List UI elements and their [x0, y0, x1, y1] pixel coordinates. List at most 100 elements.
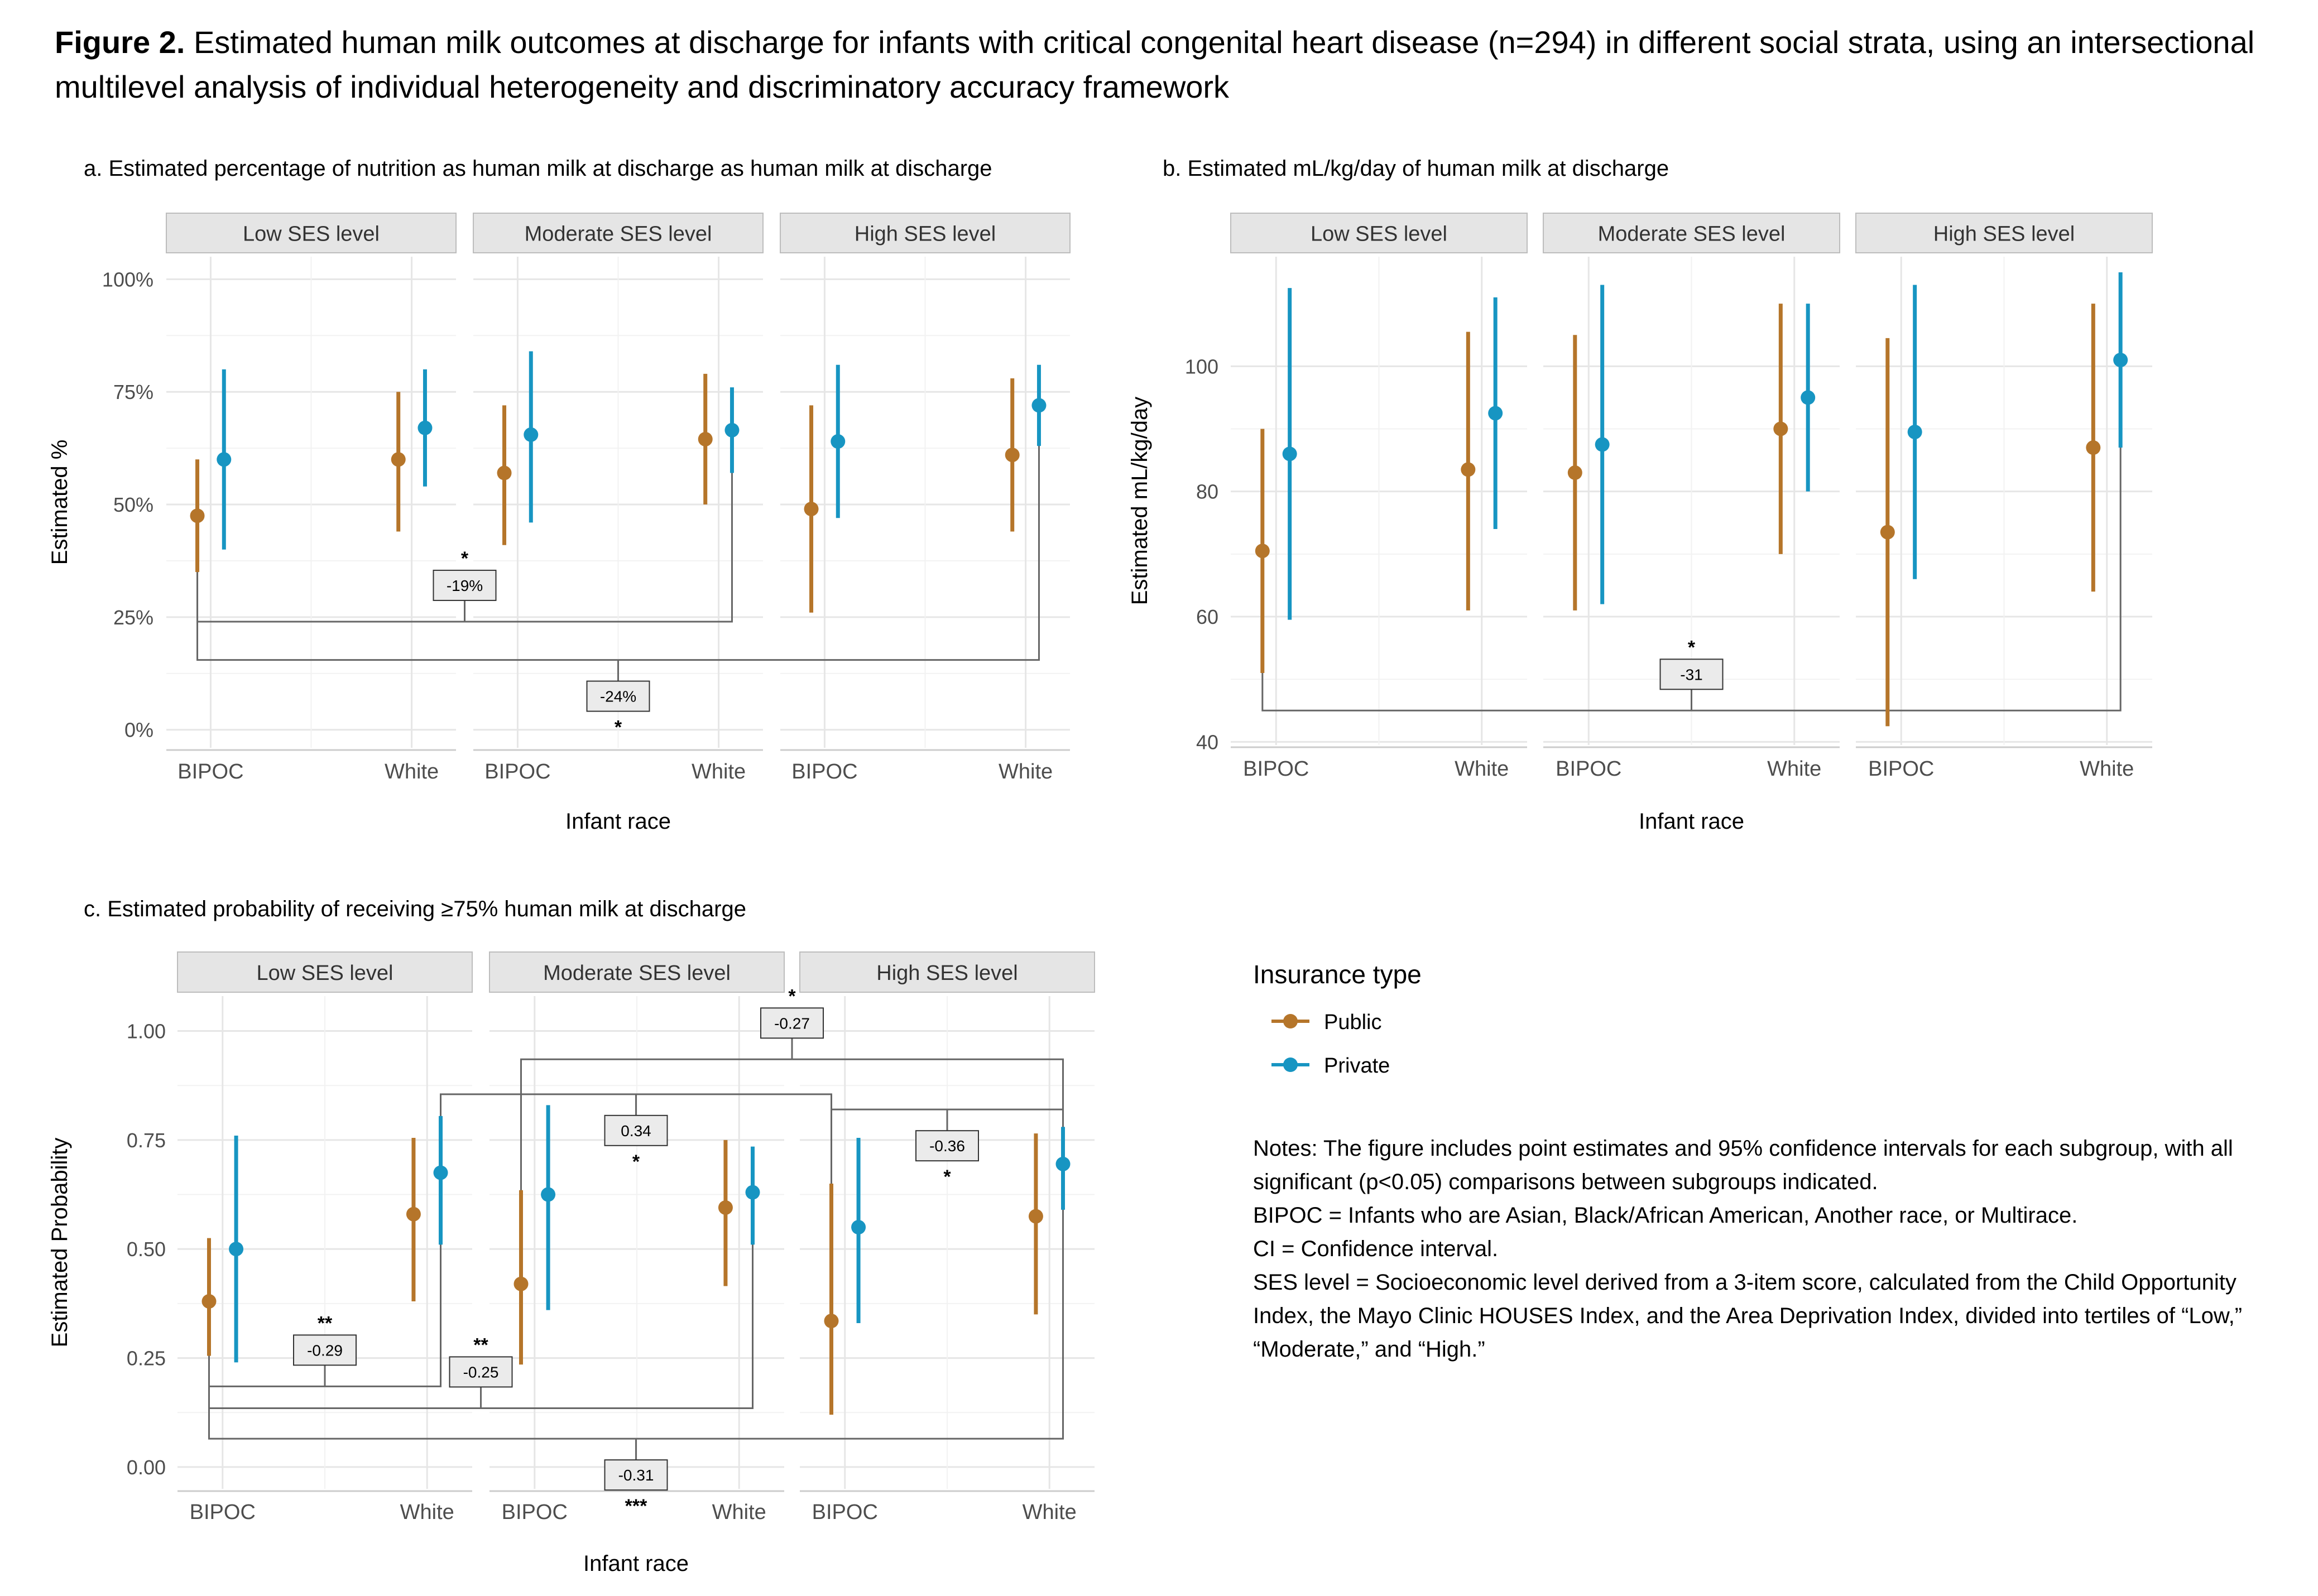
comparison-label-box — [586, 680, 650, 712]
y-tick-label: 80 — [1196, 480, 1218, 503]
point-estimate — [831, 434, 846, 449]
point-range-public — [513, 1190, 529, 1365]
legend-key-point — [1283, 1014, 1298, 1028]
point-ranges — [190, 351, 1047, 613]
facet-strip — [166, 213, 457, 253]
point-estimate — [804, 502, 819, 517]
comparison-label-box — [433, 569, 497, 601]
legend-item-private: Private — [1271, 1054, 1390, 1078]
y-tick-label: 50% — [113, 493, 153, 516]
point-range-private — [524, 351, 539, 523]
point-range-private — [851, 1137, 866, 1324]
x-tick-label: BIPOC — [1868, 757, 1934, 781]
legend-title: Insurance type — [1253, 960, 1422, 989]
point-estimate — [513, 1276, 529, 1291]
point-estimate — [724, 422, 740, 438]
y-axis-title: Estimated mL/kg/day — [1127, 397, 1152, 605]
point-range-public — [698, 373, 713, 505]
facet-strip — [489, 951, 785, 993]
point-estimate — [217, 452, 232, 467]
comparison-significance: ** — [318, 1313, 333, 1334]
point-range-private — [541, 1105, 556, 1310]
figure-title: Figure 2. Estimated human milk outcomes … — [55, 20, 2265, 109]
point-estimate — [497, 465, 512, 480]
figure-label: Figure 2. — [55, 25, 185, 60]
panel-b: b. Estimated mL/kg/day of human milk at … — [1127, 156, 2153, 834]
x-tick-label: BIPOC — [812, 1501, 878, 1524]
facet-strip — [1543, 213, 1840, 253]
comparison-significance: * — [943, 1166, 951, 1188]
point-estimate — [698, 431, 713, 446]
facet-3: High SES level BIPOC White — [780, 213, 1071, 783]
note-line: Notes: The figure includes point estimat… — [1253, 1136, 2233, 1194]
comparison-bracket: -0.27 * — [520, 986, 1064, 1193]
point-estimate — [1028, 1209, 1043, 1224]
y-tick-label: 0.25 — [127, 1347, 166, 1370]
point-estimate — [1567, 465, 1582, 480]
facet-3: High SES level BIPOC White — [1855, 213, 2153, 781]
point-range-private — [1031, 364, 1047, 446]
note-line: CI = Confidence interval. — [1253, 1237, 1499, 1261]
comparison-significance: * — [1688, 637, 1696, 658]
point-estimate — [1282, 446, 1297, 462]
panel-title: a. Estimated percentage of nutrition as … — [84, 156, 992, 181]
comparison-significance: * — [461, 548, 469, 569]
comparison-label-box — [293, 1334, 357, 1366]
x-tick-label: BIPOC — [484, 760, 550, 783]
facet-strip-label: Low SES level — [256, 962, 393, 985]
point-range-private — [1488, 297, 1503, 529]
point-range-private — [831, 364, 846, 518]
panel-a: a. Estimated percentage of nutrition as … — [47, 156, 1071, 834]
facet-strip-label: High SES level — [1933, 223, 2075, 246]
comparisons: -31 * — [1261, 445, 2122, 712]
facet-strip — [1855, 213, 2153, 253]
facet-strip — [780, 213, 1071, 253]
point-estimate — [229, 1242, 244, 1257]
x-tick-label: White — [1023, 1501, 1077, 1524]
figure-notes: Notes: The figure includes point estimat… — [1253, 1132, 2302, 1366]
facet-strip-label: High SES level — [876, 962, 1018, 985]
legend-key-point — [1283, 1057, 1298, 1072]
comparison-significance: ** — [473, 1334, 488, 1355]
y-axis-title: Estimated % — [47, 440, 72, 565]
point-estimate — [1801, 390, 1816, 405]
point-range-public — [497, 405, 512, 545]
x-tick-label: White — [1455, 757, 1509, 781]
facet-strip-label: High SES level — [855, 223, 996, 246]
x-tick-label: White — [385, 760, 439, 783]
y-tick-label: 60 — [1196, 605, 1218, 628]
point-range-public — [1028, 1133, 1043, 1315]
point-range-private — [229, 1136, 244, 1363]
point-range-private — [1595, 285, 1610, 604]
x-tick-label: White — [692, 760, 746, 783]
facet-strip-label: Moderate SES level — [1598, 223, 1786, 246]
point-range-private — [1907, 285, 1922, 579]
point-estimate — [718, 1200, 733, 1215]
bracket-line — [208, 1207, 1064, 1440]
comparison-label-box — [1659, 658, 1724, 690]
point-estimate — [190, 508, 205, 523]
point-range-public — [804, 405, 819, 613]
x-tick-label: White — [712, 1501, 766, 1524]
point-range-private — [1801, 304, 1816, 492]
facet-strip-label: Moderate SES level — [543, 962, 731, 985]
point-estimate — [1773, 421, 1788, 436]
point-range-public — [2086, 304, 2101, 592]
comparison-label: -0.27 — [774, 1015, 810, 1032]
comparison-label-box — [915, 1130, 979, 1162]
x-tick-label: White — [1767, 757, 1821, 781]
comparison-label: -24% — [600, 688, 636, 705]
facet-strip — [1230, 213, 1528, 253]
point-range-public — [1880, 338, 1895, 727]
note-line: BIPOC = Infants who are Asian, Black/Afr… — [1253, 1203, 2078, 1228]
comparison-label: -0.25 — [463, 1363, 499, 1381]
point-estimate — [541, 1187, 556, 1202]
figure-title-text: Estimated human milk outcomes at dischar… — [55, 25, 2255, 104]
point-range-public — [718, 1140, 733, 1286]
panel-title: b. Estimated mL/kg/day of human milk at … — [1163, 156, 1669, 181]
point-estimate — [1488, 406, 1503, 421]
facet-2: Moderate SES level BIPOC White — [489, 951, 785, 1524]
comparison-bracket: -0.36 * — [831, 1108, 1064, 1188]
legend-label: Private — [1324, 1054, 1390, 1078]
comparison-label: -0.36 — [929, 1137, 965, 1155]
